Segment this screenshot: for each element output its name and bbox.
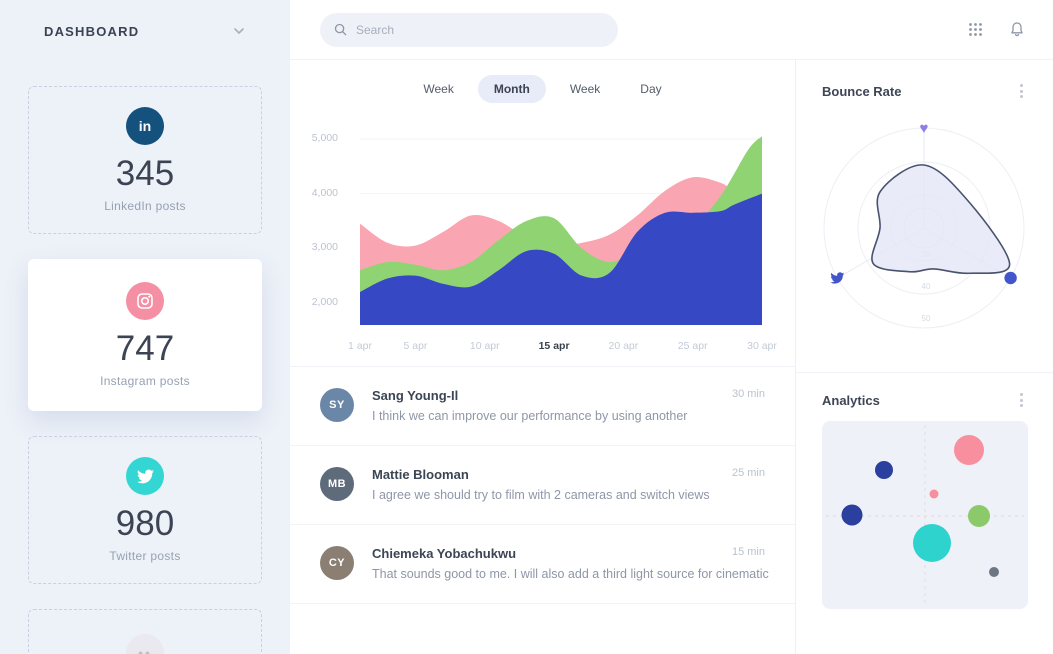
avatar: CY xyxy=(320,546,354,580)
bounce-rate-radar-svg: 304050♥ xyxy=(823,120,1025,329)
message-text: That sounds good to me. I will also add … xyxy=(372,567,769,581)
instagram-count: 747 xyxy=(115,329,175,369)
search-box[interactable] xyxy=(320,12,618,47)
card-twitter[interactable]: 980 Twitter posts xyxy=(28,436,262,584)
y-tick: 4,000 xyxy=(311,187,338,199)
stat-cards: in 345 LinkedIn posts 747 Instagram post… xyxy=(0,62,290,654)
x-tick: 20 apr xyxy=(608,340,639,352)
kebab-menu-icon[interactable] xyxy=(1016,82,1027,100)
engagement-area-svg xyxy=(360,136,762,325)
message-row[interactable]: CY Chiemeka Yobachukwu That sounds good … xyxy=(290,525,795,604)
x-tick: 25 apr xyxy=(677,340,708,352)
tab-week-2[interactable]: Week xyxy=(569,82,601,96)
sidebar: DASHBOARD in 345 LinkedIn posts 747 Inst… xyxy=(0,0,290,654)
y-tick: 2,000 xyxy=(311,296,338,308)
card-partial[interactable]: •• xyxy=(28,609,262,654)
topbar-actions xyxy=(968,21,1053,38)
linkedin-count: 345 xyxy=(115,154,175,194)
avatar: SY xyxy=(320,388,354,422)
main-area: Week Month Week Day 5,000 4,000 3,000 2,… xyxy=(290,0,1053,654)
x-tick: 1 apr xyxy=(348,340,372,352)
kebab-menu-icon[interactable] xyxy=(1016,391,1027,409)
x-tick: 10 apr xyxy=(469,340,500,352)
analytics-title: Analytics xyxy=(822,392,880,408)
message-time: 25 min xyxy=(731,467,765,479)
grid-icon[interactable] xyxy=(968,22,983,37)
sidebar-header: DASHBOARD xyxy=(0,0,290,62)
twitter-label: Twitter posts xyxy=(109,548,181,563)
x-tick: 30 apr xyxy=(747,340,777,352)
card-instagram[interactable]: 747 Instagram posts xyxy=(28,259,262,411)
twitter-icon xyxy=(126,457,164,496)
analytics-bubbles-svg xyxy=(822,421,1028,609)
card-linkedin[interactable]: in 345 LinkedIn posts xyxy=(28,86,262,234)
bounce-rate-section: Bounce Rate 304050♥ xyxy=(796,60,1053,372)
dashboard-title: DASHBOARD xyxy=(44,23,140,39)
chevron-down-icon[interactable] xyxy=(232,24,246,38)
bell-icon[interactable] xyxy=(1009,21,1025,38)
period-tabs: Week Month Week Day xyxy=(290,60,795,118)
bird-icon xyxy=(830,272,845,284)
linkedin-icon: in xyxy=(126,107,164,146)
tab-week-1[interactable]: Week xyxy=(423,82,454,96)
ball-icon xyxy=(1004,271,1017,285)
message-text: I agree we should try to film with 2 cam… xyxy=(372,488,710,502)
heart-icon: ♥ xyxy=(920,120,929,137)
tab-month[interactable]: Month xyxy=(477,75,546,103)
message-row[interactable]: MB Mattie Blooman I agree we should try … xyxy=(290,446,795,525)
svg-text:50: 50 xyxy=(922,314,931,323)
message-author: Mattie Blooman xyxy=(372,467,469,482)
message-author: Sang Young-Il xyxy=(372,388,459,403)
right-panel: Bounce Rate 304050♥ Analytics xyxy=(795,60,1053,654)
message-author: Chiemeka Yobachukwu xyxy=(372,546,517,561)
linkedin-label: LinkedIn posts xyxy=(104,198,186,213)
topbar xyxy=(290,0,1053,60)
bounce-rate-title: Bounce Rate xyxy=(822,83,902,99)
instagram-icon xyxy=(126,282,164,321)
search-input[interactable] xyxy=(356,22,604,37)
avatar: MB xyxy=(320,467,354,501)
x-tick: 5 apr xyxy=(403,340,428,352)
content-row: Week Month Week Day 5,000 4,000 3,000 2,… xyxy=(290,60,1053,654)
center-column: Week Month Week Day 5,000 4,000 3,000 2,… xyxy=(290,60,795,654)
engagement-chart: 5,000 4,000 3,000 2,000 1 apr 5 apr 10 a… xyxy=(290,118,795,366)
message-text: I think we can improve our performance b… xyxy=(372,409,688,423)
message-time: 30 min xyxy=(731,388,765,400)
search-icon xyxy=(334,23,347,36)
message-time: 15 min xyxy=(731,546,765,558)
x-tick: 15 apr xyxy=(538,340,570,352)
svg-text:40: 40 xyxy=(922,282,931,291)
message-list: SY Sang Young-Il I think we can improve … xyxy=(290,366,795,654)
instagram-label: Instagram posts xyxy=(100,373,190,388)
dots-icon: •• xyxy=(126,634,164,654)
y-tick: 3,000 xyxy=(311,241,338,253)
message-row[interactable]: SY Sang Young-Il I think we can improve … xyxy=(290,367,795,446)
analytics-section: Analytics xyxy=(796,372,1053,614)
twitter-count: 980 xyxy=(115,504,175,544)
tab-day[interactable]: Day xyxy=(640,82,662,96)
y-tick: 5,000 xyxy=(311,132,338,144)
